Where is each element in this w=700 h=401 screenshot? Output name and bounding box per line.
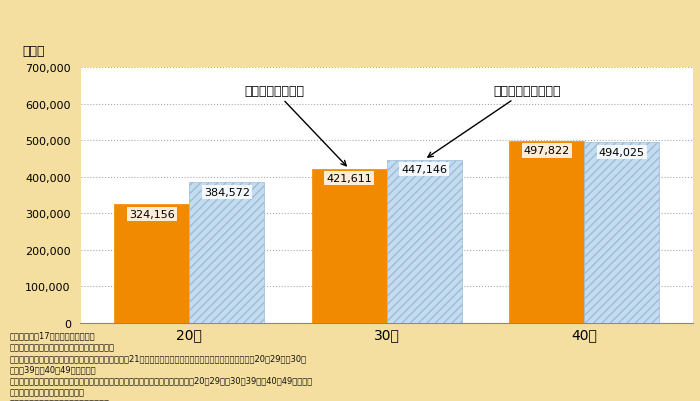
Bar [189,183,265,323]
Text: 384,572: 384,572 [204,187,250,197]
Text: ４：金額は１か月当たりの平均値である。: ４：金額は１か月当たりの平均値である。 [9,398,109,401]
Text: 421,611: 421,611 [326,174,372,184]
Text: 注１：　総務省「家計調査」により特別集計。: 注１： 総務省「家計調査」により特別集計。 [9,342,114,351]
Text: 子どものいない世帯: 子どものいない世帯 [428,84,561,158]
Text: 447,146: 447,146 [401,164,447,174]
Text: 39歳、40～49歳の世帯。: 39歳、40～49歳の世帯。 [9,365,96,373]
Text: 497,822: 497,822 [524,146,570,156]
Text: 送り金の支出がない世帯。: 送り金の支出がない世帯。 [9,387,84,396]
Bar [386,160,462,323]
Text: 資料：「平成17年版国民生活白書」: 資料：「平成17年版国民生活白書」 [9,331,94,340]
Bar [312,170,387,323]
Bar [584,143,659,323]
Text: 494,025: 494,025 [599,148,645,158]
Bar [114,205,189,323]
Text: （円）: （円） [22,45,45,58]
Text: ３：「子どものいない世帯」は、勤労者世帯の夫婦のみで、世帯主が夫で年齢が20～29歳、30～39歳、40～49歳かつ仕: ３：「子どものいない世帯」は、勤労者世帯の夫婦のみで、世帯主が夫で年齢が20～2… [9,376,312,385]
Text: ２：「子どものいる世帯」は、勤労者世帯の夫婦と21歳以下の未婚の子どもがおり、世帯主が夫で年齢が20～29歳、30～: ２：「子どものいる世帯」は、勤労者世帯の夫婦と21歳以下の未婚の子どもがおり、世… [9,353,306,362]
Text: 子どものいる世帯: 子どものいる世帯 [244,84,346,166]
Text: 324,156: 324,156 [129,209,174,219]
Bar [510,142,584,323]
